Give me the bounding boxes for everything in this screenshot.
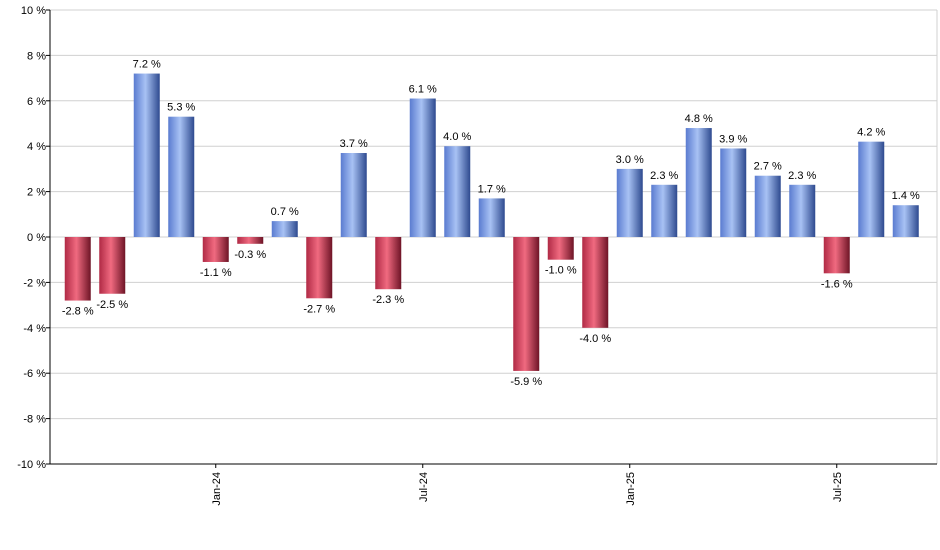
x-tick-label: Jul-25 [832, 472, 844, 502]
bar-value-label: -1.1 % [200, 267, 232, 279]
bar-value-label: -1.0 % [545, 265, 577, 277]
bar-negative [306, 237, 333, 299]
bar-value-label: 7.2 % [133, 59, 161, 71]
bar-value-label: 3.9 % [719, 133, 747, 145]
bar-labels: -2.8 %-2.5 % 7.2 % 5.3 % -1.1 %-0.3 % 0.7 % -… [62, 59, 920, 388]
bar-positive [168, 116, 195, 237]
bar-value-label: 3.0 % [616, 154, 644, 166]
x-tick-labels: Jan-24 Jul-24 Jan-25 Jul-25 [211, 472, 844, 506]
bar-value-label: -2.7 % [303, 303, 335, 315]
bar-value-label: 2.3 % [650, 170, 678, 182]
axes [46, 9, 937, 468]
bar-value-label: -5.9 % [510, 376, 542, 388]
bar-value-label: 3.7 % [340, 138, 368, 150]
y-tick-label: -4 % [23, 323, 46, 335]
bar-negative [823, 237, 850, 274]
y-tick-labels: -10 % -8 % -6 % -4 % -2 % 0 % 2 % 4 % 6 % 8 % 10 % [17, 5, 46, 471]
bar-value-label: 6.1 % [409, 84, 437, 96]
bar-negative [513, 237, 540, 371]
bar-value-label: 2.3 % [788, 170, 816, 182]
y-tick-label: 6 % [27, 96, 46, 108]
bars [64, 73, 919, 371]
bar-negative [64, 237, 91, 301]
x-tick-label: Jan-25 [625, 472, 637, 506]
y-tick-label: 4 % [27, 141, 46, 153]
bar-value-label: 4.2 % [857, 127, 885, 139]
bar-value-label: -4.0 % [579, 333, 611, 345]
y-tick-label: -6 % [23, 368, 46, 380]
bar-value-label: -1.6 % [821, 278, 853, 290]
x-tick-label: Jan-24 [211, 472, 223, 506]
bar-positive [271, 221, 298, 237]
x-tick-label: Jul-24 [418, 472, 430, 502]
bar-positive [754, 175, 781, 237]
y-tick-label: 8 % [27, 50, 46, 62]
y-tick-label: -2 % [23, 277, 46, 289]
bar-value-label: 1.7 % [478, 183, 506, 195]
bar-positive [444, 146, 471, 237]
bar-positive [651, 184, 678, 237]
y-tick-label: 10 % [21, 5, 46, 17]
bar-positive [133, 73, 160, 237]
bar-positive [340, 153, 367, 237]
y-tick-label: 2 % [27, 187, 46, 199]
bar-value-label: 4.0 % [443, 131, 471, 143]
bar-negative [99, 237, 126, 294]
y-tick-label: -10 % [17, 459, 46, 471]
bar-negative [547, 237, 574, 260]
bar-value-label: 1.4 % [892, 190, 920, 202]
bar-negative [375, 237, 402, 290]
bar-negative [582, 237, 609, 328]
bar-positive [892, 205, 919, 237]
bar-positive [478, 198, 505, 237]
bar-positive [858, 141, 885, 237]
bar-value-label: 5.3 % [167, 102, 195, 114]
bar-value-label: -2.8 % [62, 306, 94, 318]
bar-value-label: 4.8 % [685, 113, 713, 125]
bar-value-label: -0.3 % [234, 249, 266, 261]
bar-value-label: -2.3 % [372, 294, 404, 306]
bar-positive [720, 148, 747, 237]
bar-negative [237, 237, 264, 244]
bar-value-label: 2.7 % [754, 161, 782, 173]
bar-value-label: -2.5 % [96, 299, 128, 311]
bar-positive [409, 98, 436, 237]
bar-positive [616, 168, 643, 237]
bar-value-label: 0.7 % [271, 206, 299, 218]
bar-negative [202, 237, 229, 262]
bar-positive [789, 184, 816, 237]
y-tick-label: -8 % [23, 414, 46, 426]
y-tick-label: 0 % [27, 232, 46, 244]
bar-positive [685, 128, 712, 237]
